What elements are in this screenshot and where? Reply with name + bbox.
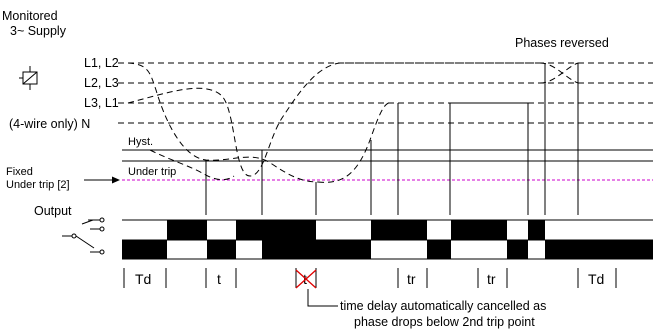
timing-label-t: t [217,271,221,287]
curve-c [149,149,235,181]
curve-d [317,102,393,183]
label-hyst: Hyst. [128,136,153,148]
label-neutral: (4-wire only) N [9,117,90,131]
phase-step-traces [205,63,579,215]
label-fixed-1: Fixed [6,166,33,178]
timing-label-t-cancelled: t [303,271,307,287]
co-contact-7 [545,240,653,259]
note-callout-line [307,289,338,307]
relay-coil-icon [19,66,38,90]
co-contact-6 [507,240,528,259]
co-contact-5 [427,240,451,259]
curve-a [127,62,319,183]
changeover-contact-icon [62,226,105,255]
monitored-label-2: 3~ Supply [10,24,67,38]
no-contact-closed-3 [262,220,316,240]
timing-label-tr-1: tr [407,271,416,287]
no-contact-closed-6 [528,220,545,240]
phase-voltage-curves [127,62,579,183]
curve-b [127,62,540,177]
arrow-right-icon [84,176,120,184]
trace-6 [449,102,529,215]
label-l2-l3: L2, L3 [84,76,119,90]
co-contact-4 [316,240,371,259]
timing-label-td-1: Td [135,271,151,287]
no-contact-closed-1 [167,220,207,240]
timing-row [123,268,617,288]
phase-reversal-b [539,62,579,84]
cancel-cross-icon [295,269,317,289]
no-contact-closed-4 [371,220,427,240]
no-contact-closed-2 [236,220,262,240]
monitored-label-1: Monitored [2,9,58,23]
reference-lines [118,62,653,162]
label-output: Output [34,204,72,218]
note-line-1: time delay automatically cancelled as [340,299,546,313]
co-contact-2 [207,240,236,259]
timing-label-td-2: Td [588,271,604,287]
note-line-2: phase drops below 2nd trip point [354,315,535,329]
timing-label-tr-2: tr [487,271,496,287]
output-contact-bars [122,219,653,260]
label-l3-l1: L3, L1 [84,96,119,110]
co-contact-3 [262,240,316,259]
label-l1-l2: L1, L2 [84,56,119,70]
normally-open-contact-icon [81,217,105,225]
co-contact-1 [122,240,167,259]
no-contact-closed-5 [451,220,507,240]
phase-reversal-a [539,62,579,84]
label-under-trip: Under trip [128,166,176,178]
label-phases-reversed: Phases reversed [515,36,609,50]
label-fixed-2: Under trip [2] [6,179,70,191]
